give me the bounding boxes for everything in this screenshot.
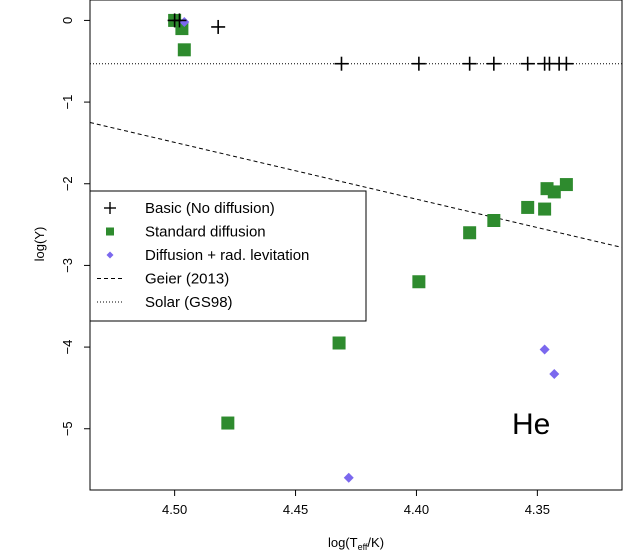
x-tick-label: 4.35 xyxy=(525,502,550,517)
legend-label-1: Standard diffusion xyxy=(145,224,266,241)
y-tick-label: −5 xyxy=(60,421,75,436)
legend-label-0: Basic (No diffusion) xyxy=(145,200,275,217)
x-tick-label: 4.50 xyxy=(162,502,187,517)
data-point-diamond-1 xyxy=(343,472,354,483)
y-tick-label: −1 xyxy=(60,95,75,110)
legend-label-2: Diffusion + rad. levitation xyxy=(145,247,309,264)
x-axis-label: log(Teff/K) xyxy=(328,535,384,552)
data-point-square-12 xyxy=(559,178,573,192)
data-point-diamond-2 xyxy=(539,344,550,355)
data-point-plus-5 xyxy=(462,56,477,71)
reference-line-0 xyxy=(90,122,622,248)
data-point-diamond-0 xyxy=(179,17,190,28)
data-point-plus-6 xyxy=(486,56,501,71)
plot-area xyxy=(90,13,622,483)
data-point-square-6 xyxy=(463,226,477,240)
data-point-square-11 xyxy=(547,185,561,199)
data-point-plus-7 xyxy=(520,56,535,71)
x-axis-label-suffix: /K) xyxy=(367,535,384,550)
x-axis-label-subscript: eff xyxy=(358,542,368,552)
x-tick-label: 4.45 xyxy=(283,502,308,517)
legend-box xyxy=(89,190,367,322)
data-point-square-3 xyxy=(221,416,235,430)
data-point-plus-2 xyxy=(211,19,226,34)
x-tick-label: 4.40 xyxy=(404,502,429,517)
y-tick-label: −2 xyxy=(60,176,75,191)
data-point-diamond-3 xyxy=(549,369,560,380)
legend-label-4: Solar (GS98) xyxy=(145,294,233,311)
data-point-square-9 xyxy=(538,202,552,216)
y-tick-label: 0 xyxy=(60,17,75,24)
y-axis-label: log(Y) xyxy=(32,227,47,262)
data-point-square-7 xyxy=(487,214,501,227)
data-point-plus-3 xyxy=(334,56,349,71)
data-point-square-2 xyxy=(177,43,191,57)
y-tick-label: −4 xyxy=(60,340,75,355)
element-annotation: He xyxy=(512,408,550,441)
y-tick-label: −3 xyxy=(60,258,75,273)
legend-swatch-1 xyxy=(106,227,114,236)
data-point-square-4 xyxy=(332,336,346,350)
data-point-plus-4 xyxy=(411,56,426,71)
x-axis-label-main: log(T xyxy=(328,535,358,550)
data-point-plus-1 xyxy=(172,13,187,28)
data-point-square-5 xyxy=(412,275,426,289)
data-point-plus-11 xyxy=(559,56,574,71)
axis-ticks: 4.50 4.45 4.40 4.35 0 −1 −2 −3 −4 −5 xyxy=(60,17,550,517)
legend-swatch-2 xyxy=(106,251,114,259)
data-point-square-8 xyxy=(521,200,535,214)
legend-swatch-0 xyxy=(104,202,116,214)
legend: Basic (No diffusion) Standard diffusion Di… xyxy=(89,190,367,322)
legend-label-3: Geier (2013) xyxy=(145,271,229,288)
